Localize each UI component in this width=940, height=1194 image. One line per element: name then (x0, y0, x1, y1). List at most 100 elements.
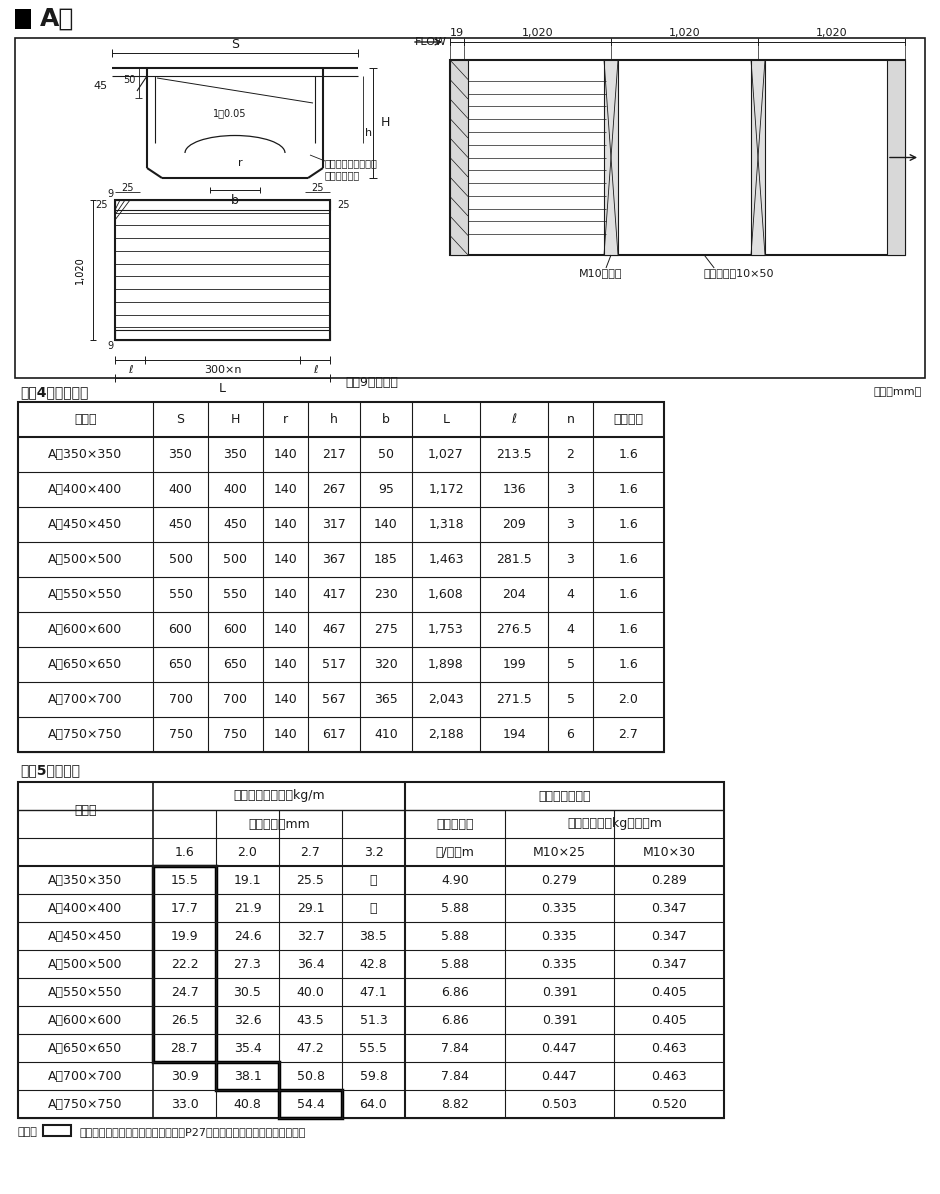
Text: 4: 4 (567, 623, 574, 636)
Text: 5.88: 5.88 (441, 901, 469, 915)
Text: A－400×400: A－400×400 (48, 901, 122, 915)
Text: 2.0: 2.0 (619, 693, 638, 706)
Text: 1,463: 1,463 (429, 553, 463, 566)
Text: 表－4　標準寸法: 表－4 標準寸法 (20, 384, 88, 399)
Text: 3.2: 3.2 (364, 845, 384, 858)
Bar (115, 201, 330, 340)
Text: 本/本体m: 本/本体m (435, 845, 475, 858)
Text: A－500×500: A－500×500 (48, 958, 123, 971)
Text: 5.88: 5.88 (441, 929, 469, 942)
Text: 0.405: 0.405 (651, 1014, 687, 1027)
Text: 140: 140 (274, 587, 297, 601)
Text: 5: 5 (567, 693, 574, 706)
Text: 25.5: 25.5 (296, 874, 324, 886)
Bar (604, 60, 618, 256)
Text: 47.1: 47.1 (360, 985, 387, 998)
Text: 0.520: 0.520 (651, 1097, 687, 1110)
Text: 1,753: 1,753 (428, 623, 463, 636)
Text: 140: 140 (274, 484, 297, 496)
Bar (18, 782, 724, 1118)
Text: A－600×600: A－600×600 (48, 623, 122, 636)
Text: 517: 517 (322, 658, 346, 671)
Text: 太線内は標準板厚です。設計条件はP27「構造計算」をご参照ください。: 太線内は標準板厚です。設計条件はP27「構造計算」をご参照ください。 (80, 1127, 306, 1137)
Text: 550: 550 (168, 587, 193, 601)
Text: 617: 617 (322, 728, 346, 741)
Bar (115, 201, 330, 210)
Text: 0.447: 0.447 (541, 1041, 577, 1054)
Text: 1,318: 1,318 (429, 518, 463, 531)
Text: 47.2: 47.2 (297, 1041, 324, 1054)
Text: 9: 9 (107, 341, 113, 351)
Text: 140: 140 (274, 693, 297, 706)
Text: 17.7: 17.7 (170, 901, 198, 915)
Text: 213.5: 213.5 (496, 448, 532, 461)
Text: 4.90: 4.90 (441, 874, 469, 886)
Text: 0.391: 0.391 (541, 1014, 577, 1027)
Text: 標準板厚: 標準板厚 (614, 413, 644, 426)
Text: 350: 350 (224, 448, 247, 461)
Text: 30.9: 30.9 (171, 1070, 198, 1083)
Text: 140: 140 (274, 553, 297, 566)
Text: 3: 3 (567, 484, 574, 496)
Text: A－500×500: A－500×500 (48, 553, 123, 566)
Text: 15.5: 15.5 (170, 874, 198, 886)
Text: 1.6: 1.6 (619, 587, 638, 601)
Text: 29.1: 29.1 (297, 901, 324, 915)
Text: 38.1: 38.1 (234, 1070, 261, 1083)
Text: 0.405: 0.405 (651, 985, 687, 998)
Text: A－450×450: A－450×450 (48, 518, 122, 531)
Text: A－700×700: A－700×700 (48, 1070, 123, 1083)
Text: 40.8: 40.8 (233, 1097, 261, 1110)
Text: 136: 136 (502, 484, 525, 496)
Text: h: h (330, 413, 338, 426)
Text: 1,020: 1,020 (816, 27, 847, 38)
Text: A－550×550: A－550×550 (48, 985, 123, 998)
Text: 64.0: 64.0 (360, 1097, 387, 1110)
Text: 0.463: 0.463 (651, 1041, 687, 1054)
Text: 21.9: 21.9 (234, 901, 261, 915)
Text: 750: 750 (168, 728, 193, 741)
Text: 1：0.05: 1：0.05 (213, 107, 246, 118)
Text: 30.5: 30.5 (233, 985, 261, 998)
Text: A－450×450: A－450×450 (48, 929, 122, 942)
Text: 0.391: 0.391 (541, 985, 577, 998)
Text: 204: 204 (502, 587, 525, 601)
Text: 1.6: 1.6 (619, 553, 638, 566)
Text: 45: 45 (93, 81, 107, 91)
Text: 33.0: 33.0 (171, 1097, 198, 1110)
Text: L: L (219, 382, 226, 394)
Text: A－750×750: A－750×750 (48, 728, 123, 741)
Text: A－400×400: A－400×400 (48, 484, 122, 496)
Text: 1,020: 1,020 (522, 27, 554, 38)
Bar (15, 38, 925, 378)
Bar (115, 330, 330, 340)
Text: 140: 140 (274, 518, 297, 531)
Text: 0.335: 0.335 (541, 929, 577, 942)
Text: 形　式: 形 式 (74, 804, 97, 817)
Text: 3: 3 (567, 553, 574, 566)
Text: 367: 367 (322, 553, 346, 566)
Text: 140: 140 (274, 658, 297, 671)
Text: 185: 185 (374, 553, 398, 566)
Bar (450, 60, 468, 256)
Text: 周辺ボルト孔: 周辺ボルト孔 (325, 170, 360, 180)
Text: 271.5: 271.5 (496, 693, 532, 706)
Text: 59.8: 59.8 (360, 1070, 387, 1083)
Text: 55.5: 55.5 (359, 1041, 387, 1054)
Text: 1,027: 1,027 (428, 448, 463, 461)
Text: 95: 95 (378, 484, 394, 496)
Text: 600: 600 (168, 623, 193, 636)
Text: 650: 650 (224, 658, 247, 671)
Text: 25: 25 (311, 183, 323, 193)
Text: n: n (567, 413, 574, 426)
Text: S: S (177, 413, 184, 426)
Text: 51.3: 51.3 (360, 1014, 387, 1027)
Text: A－600×600: A－600×600 (48, 1014, 122, 1027)
Text: 5.88: 5.88 (441, 958, 469, 971)
Text: ボルト本数: ボルト本数 (436, 818, 474, 831)
Text: 140: 140 (374, 518, 398, 531)
Text: H: H (381, 117, 390, 129)
Text: 4: 4 (567, 587, 574, 601)
Text: ℓ: ℓ (128, 365, 133, 375)
Text: 25: 25 (95, 201, 107, 210)
